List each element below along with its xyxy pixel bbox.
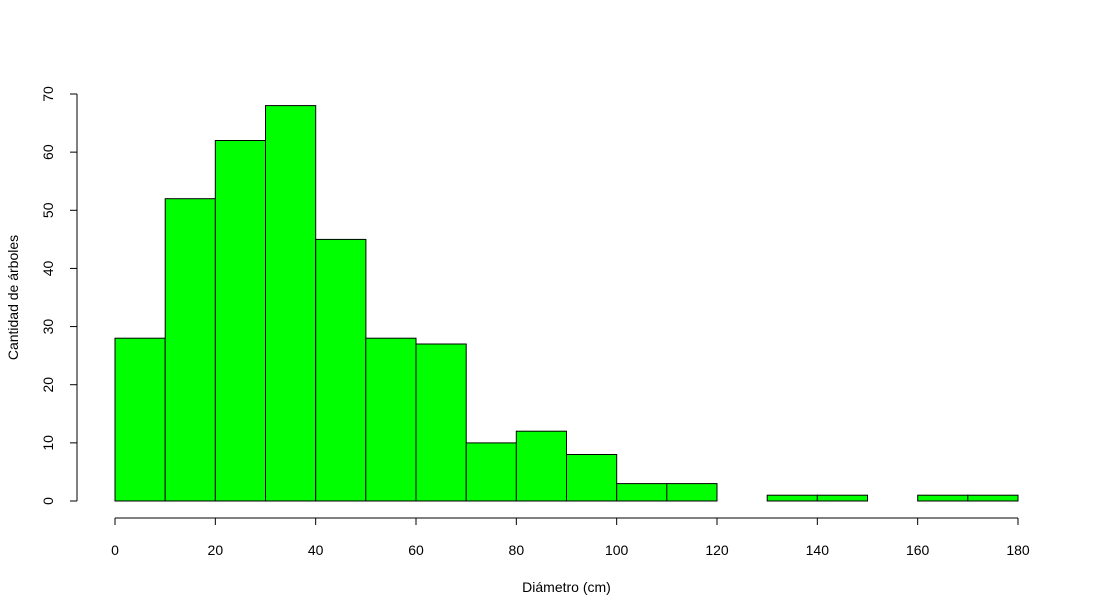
x-axis-ticks: 0 20 40 60 80 100 120 140 160 180 (111, 518, 1030, 558)
y-tick-label: 10 (40, 435, 56, 451)
histogram-bar (917, 494, 969, 502)
y-tick-label: 20 (40, 377, 56, 393)
histogram-bar (114, 337, 166, 502)
x-tick-label: 0 (111, 542, 119, 558)
x-tick-label: 100 (605, 542, 629, 558)
x-tick-label: 120 (705, 542, 729, 558)
y-tick-label: 70 (40, 86, 56, 102)
histogram-bar (967, 494, 1019, 502)
x-tick-label: 80 (509, 542, 525, 558)
histogram-bar (315, 238, 367, 502)
x-tick-label: 180 (1006, 542, 1030, 558)
histogram-bar (616, 483, 668, 502)
histogram-bar (566, 454, 618, 502)
x-axis-title: Diámetro (cm) (522, 579, 611, 595)
x-tick-label: 20 (208, 542, 224, 558)
x-tick-label: 60 (408, 542, 424, 558)
y-tick-label: 40 (40, 260, 56, 276)
y-axis-title: Cantidad de árboles (5, 235, 21, 360)
histogram-bar (365, 337, 417, 502)
histogram-bar (164, 198, 216, 502)
histogram-bar (666, 483, 718, 502)
y-tick-label: 60 (40, 144, 56, 160)
y-tick-label: 50 (40, 202, 56, 218)
histogram-bar (265, 105, 317, 502)
histogram-bars (114, 105, 1019, 502)
x-tick-label: 140 (806, 542, 830, 558)
histogram-bar (465, 442, 517, 502)
histogram-bar (816, 494, 868, 502)
histogram-bar (415, 343, 467, 502)
histogram-bar (515, 430, 567, 502)
x-tick-label: 160 (906, 542, 930, 558)
y-axis-ticks: 0 10 20 30 40 50 60 70 (40, 86, 77, 505)
histogram-bar (214, 140, 267, 502)
y-tick-label: 0 (40, 497, 56, 505)
histogram-bar (766, 494, 818, 502)
x-tick-label: 40 (308, 542, 324, 558)
y-tick-label: 30 (40, 319, 56, 335)
